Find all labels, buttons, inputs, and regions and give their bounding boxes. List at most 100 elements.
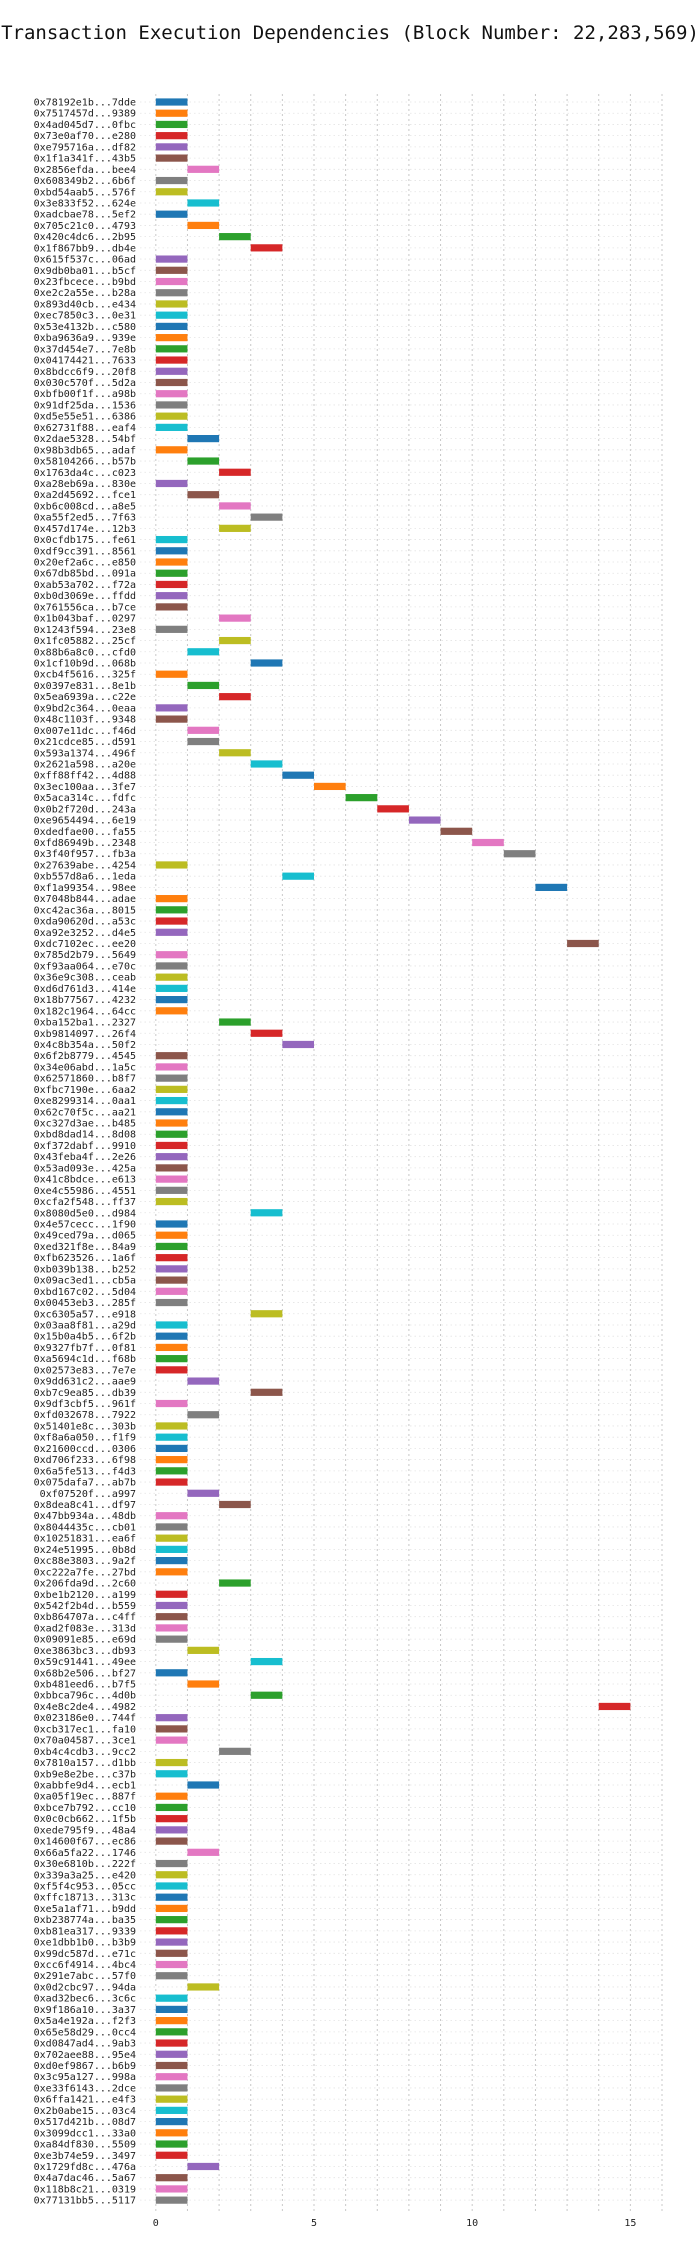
transaction-bar (187, 491, 220, 499)
transaction-label: 0xffc18713...313c (34, 1893, 136, 1904)
transaction-label: 0x8080d5e0...d984 (34, 1208, 136, 1219)
transaction-label: 0x0d2cbc97...94da (34, 1982, 136, 1993)
transaction-bar (155, 1478, 188, 1486)
transaction-label: 0x6ffa1421...e4f3 (34, 2095, 136, 2106)
transaction-bar (219, 614, 251, 622)
transaction-bar (155, 2028, 188, 2036)
transaction-label: 0x49ced79a...d065 (34, 1231, 136, 1242)
transaction-label: 0x41c8bdce...e613 (34, 1175, 136, 1186)
transaction-bar (187, 737, 220, 746)
transaction-label: 0x51401e8c...303b (34, 1421, 136, 1432)
transaction-label: 0x91df25da...1536 (34, 400, 136, 411)
transaction-bar (155, 704, 188, 712)
transaction-bar (155, 1321, 188, 1329)
transaction-bar (155, 2073, 188, 2081)
transaction-bar (155, 1770, 188, 1778)
transaction-bar (155, 1444, 188, 1452)
transaction-label: 0x8bdcc6f9...20f8 (34, 367, 136, 378)
transaction-label: 0xf07520f...a997 (40, 1489, 136, 1500)
transaction-bar (155, 1557, 188, 1565)
transaction-label: 0xd0847ad4...9ab3 (34, 2039, 136, 2050)
transaction-label: 0x62c70f5c...aa21 (34, 1107, 136, 1118)
transaction-label: 0xdedfae00...fa55 (34, 827, 136, 838)
transaction-bar (155, 1714, 188, 1722)
transaction-label: 0xe3863bc3...db93 (34, 1646, 136, 1657)
transaction-bar (187, 1489, 220, 1497)
transaction-label: 0xba152ba1...2327 (34, 1018, 136, 1029)
transaction-label: 0xc327d3ae...b485 (34, 1119, 136, 1130)
transaction-label: 0x09091e85...e69d (34, 1635, 136, 1646)
transaction-label: 0xe2c2a55e...b28a (34, 288, 136, 299)
transaction-bar (155, 1803, 188, 1812)
transaction-label: 0x4ad045d7...0fbc (34, 120, 136, 131)
transaction-bar (155, 1568, 188, 1576)
transaction-bar (155, 390, 188, 398)
transaction-label: 0x7517457d...9389 (34, 109, 136, 120)
transaction-label: 0x608349b2...6b6f (34, 176, 136, 187)
transaction-bar (377, 805, 409, 813)
transaction-bar (219, 749, 251, 757)
transaction-label: 0x0397e831...8e1b (34, 681, 136, 692)
transaction-bar (219, 1500, 251, 1509)
transaction-label: 0x2621a598...a20e (34, 759, 136, 770)
transaction-bar (155, 367, 188, 375)
transaction-label: 0xed321f8e...84a9 (34, 1242, 136, 1253)
transaction-label: 0x542f2b4d...b559 (34, 1601, 136, 1612)
transaction-bar (408, 816, 441, 824)
transaction-label: 0xab53a702...f72a (34, 580, 136, 591)
transaction-bar (155, 266, 188, 274)
transaction-label: 0xf1a99354...98ee (34, 883, 136, 894)
transaction-bar (155, 1859, 188, 1868)
transaction-label: 0x182c1964...64cc (34, 1006, 136, 1017)
transaction-bar (155, 1736, 188, 1744)
transaction-bar (472, 838, 504, 847)
transaction-label: 0x291e7abc...57f0 (34, 1971, 136, 1982)
tick-layer: 0 5 10 15 (153, 2218, 637, 2229)
transaction-label: 0x4e8c2de4...4982 (34, 1702, 136, 1713)
transaction-bar (155, 2050, 188, 2058)
transaction-label: 0x23fbcece...b9bd (34, 277, 136, 288)
transaction-bar (314, 782, 346, 791)
transaction-bar (219, 468, 251, 476)
transaction-label: 0xe4c55986...4551 (34, 1186, 136, 1197)
transaction-bar (219, 233, 251, 241)
transaction-label: 0xfbc7190e...6aa2 (34, 1085, 136, 1096)
transaction-bar (155, 1456, 188, 1464)
transaction-label: 0xe9654494...6e19 (34, 816, 136, 827)
transaction-label: 0x2dae5328...54bf (34, 434, 136, 445)
transaction-label: 0x9327fb7f...0f81 (34, 1343, 136, 1354)
transaction-label: 0xa2d45692...fce1 (34, 490, 136, 501)
transaction-label: 0x0c0cb662...1f5b (34, 1814, 136, 1825)
transaction-label: 0xb4c4cdb3...9cc2 (34, 1747, 136, 1758)
transaction-label: 0xadcbae78...5ef2 (34, 210, 136, 221)
transaction-label: 0x58104266...b57b (34, 457, 136, 468)
transaction-label: 0xcfa2f548...ff37 (34, 1197, 136, 1208)
transaction-bar (155, 378, 188, 387)
transaction-bar (155, 535, 188, 544)
transaction-label: 0x1243f594...23e8 (34, 625, 136, 636)
transaction-label: 0x4c8b354a...50f2 (34, 1040, 136, 1051)
transaction-label: 0x6a5fe513...f4d3 (34, 1466, 136, 1477)
transaction-bar (219, 502, 251, 510)
transaction-bar (155, 1545, 188, 1553)
transaction-bar (187, 726, 220, 734)
transaction-bar (155, 1085, 188, 1093)
transaction-label: 0xa92e3252...d4e5 (34, 928, 136, 939)
transaction-bar (155, 928, 188, 936)
transaction-bar (155, 1063, 188, 1071)
transaction-label: 0x030c570f...5d2a (34, 378, 136, 389)
transaction-label: 0x3f40f957...fb3a (34, 849, 136, 860)
transaction-label: 0xf372dabf...9910 (34, 1141, 136, 1152)
transaction-label: 0x43feba4f...2e26 (34, 1152, 136, 1163)
transaction-label: 0x98b3db65...adaf (34, 445, 136, 456)
transaction-label: 0x67db85bd...091a (34, 569, 136, 580)
transaction-label: 0x1729fd8c...476a (34, 2162, 136, 2173)
transaction-bar (187, 1411, 220, 1419)
transaction-bar (155, 1153, 188, 1161)
transaction-bar (503, 850, 536, 858)
transaction-label: 0x517d421b...08d7 (34, 2117, 136, 2128)
transaction-bar (155, 1355, 188, 1363)
transaction-label: 0xa5694c1d...f68b (34, 1354, 136, 1365)
transaction-label: 0x8044435c...cb01 (34, 1522, 136, 1533)
transaction-bar (155, 109, 188, 117)
